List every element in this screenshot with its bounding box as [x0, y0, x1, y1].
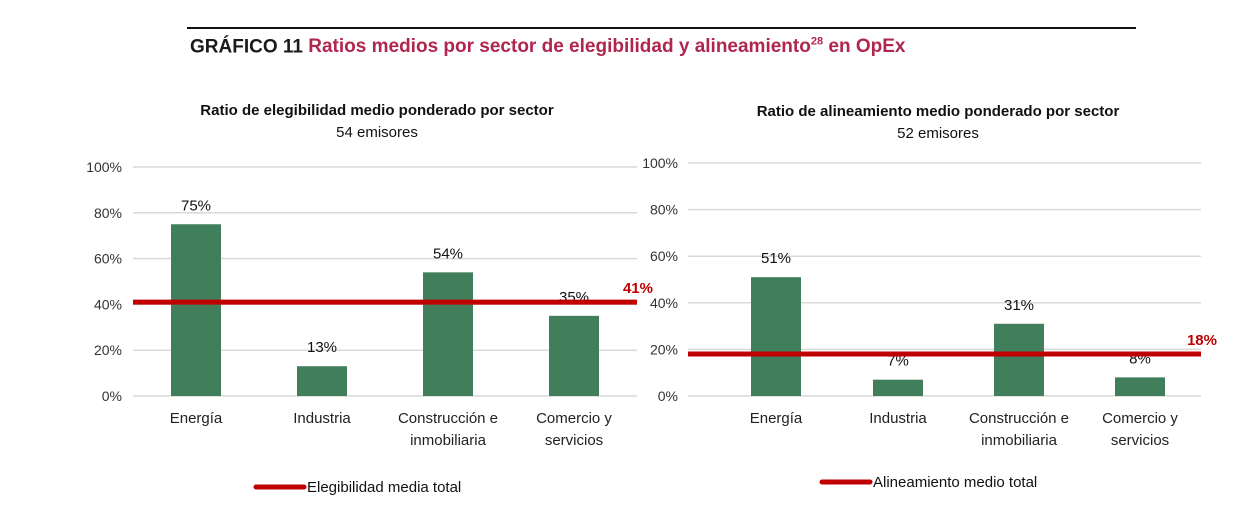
figure-heading: GRÁFICO 11 Ratios medios por sector de e…: [190, 36, 905, 58]
y-tick-label: 0%: [102, 388, 122, 404]
data-label: 7%: [887, 353, 909, 370]
bar: [1115, 377, 1165, 396]
x-tick-label: Comercio y: [536, 410, 612, 427]
x-tick-label: Energía: [750, 410, 803, 427]
chart-title: Ratio de elegibilidad medio ponderado po…: [200, 102, 554, 119]
chart-title: Ratio de alineamiento medio ponderado po…: [757, 103, 1120, 120]
bar: [297, 366, 347, 396]
reference-line-label: 18%: [1187, 332, 1217, 349]
chart-subtitle: 52 emisores: [897, 125, 979, 142]
y-tick-label: 20%: [94, 342, 122, 358]
y-tick-label: 80%: [650, 202, 678, 218]
figure-title-text: Ratios medios por sector de elegibilidad…: [308, 36, 811, 58]
reference-line-label: 41%: [623, 280, 653, 297]
x-tick-label: Energía: [170, 410, 223, 427]
footnote-ref: 28: [810, 36, 824, 48]
top-rule: [187, 27, 1136, 29]
x-tick-label: Industria: [293, 410, 351, 427]
data-label: 31%: [1004, 297, 1034, 314]
data-label: 51%: [761, 250, 791, 267]
bar: [423, 272, 473, 396]
x-tick-label: Industria: [869, 410, 927, 427]
bar: [994, 323, 1044, 396]
chart-subtitle: 54 emisores: [336, 124, 418, 141]
x-tick-label: Construcción e: [398, 410, 498, 427]
x-tick-label: servicios: [545, 432, 603, 449]
x-tick-label: Construcción e: [969, 410, 1069, 427]
legend-label: Alineamiento medio total: [873, 474, 1037, 491]
x-tick-label: Comercio y: [1102, 410, 1178, 427]
y-tick-label: 100%: [86, 159, 122, 175]
data-label: 75%: [181, 197, 211, 214]
data-label: 13%: [307, 339, 337, 356]
y-tick-label: 60%: [650, 248, 678, 264]
bar: [171, 224, 221, 396]
data-label: 54%: [433, 245, 463, 262]
y-tick-label: 80%: [94, 205, 122, 221]
figure-label: GRÁFICO 11: [190, 36, 303, 58]
legend-label: Elegibilidad media total: [307, 479, 461, 496]
y-tick-label: 40%: [94, 296, 122, 312]
y-tick-label: 60%: [94, 251, 122, 267]
x-tick-label: inmobiliaria: [410, 432, 487, 449]
x-tick-label: inmobiliaria: [981, 432, 1058, 449]
y-tick-label: 20%: [650, 341, 678, 357]
y-tick-label: 100%: [642, 155, 678, 171]
figure-title: Ratios medios por sector de elegibilidad…: [308, 36, 905, 57]
bar: [873, 379, 923, 396]
y-tick-label: 0%: [658, 388, 678, 404]
bar: [549, 315, 599, 396]
y-tick-label: 40%: [650, 295, 678, 311]
x-tick-label: servicios: [1111, 432, 1169, 449]
figure-title-suffix: en OpEx: [823, 36, 906, 58]
bar: [751, 277, 801, 396]
